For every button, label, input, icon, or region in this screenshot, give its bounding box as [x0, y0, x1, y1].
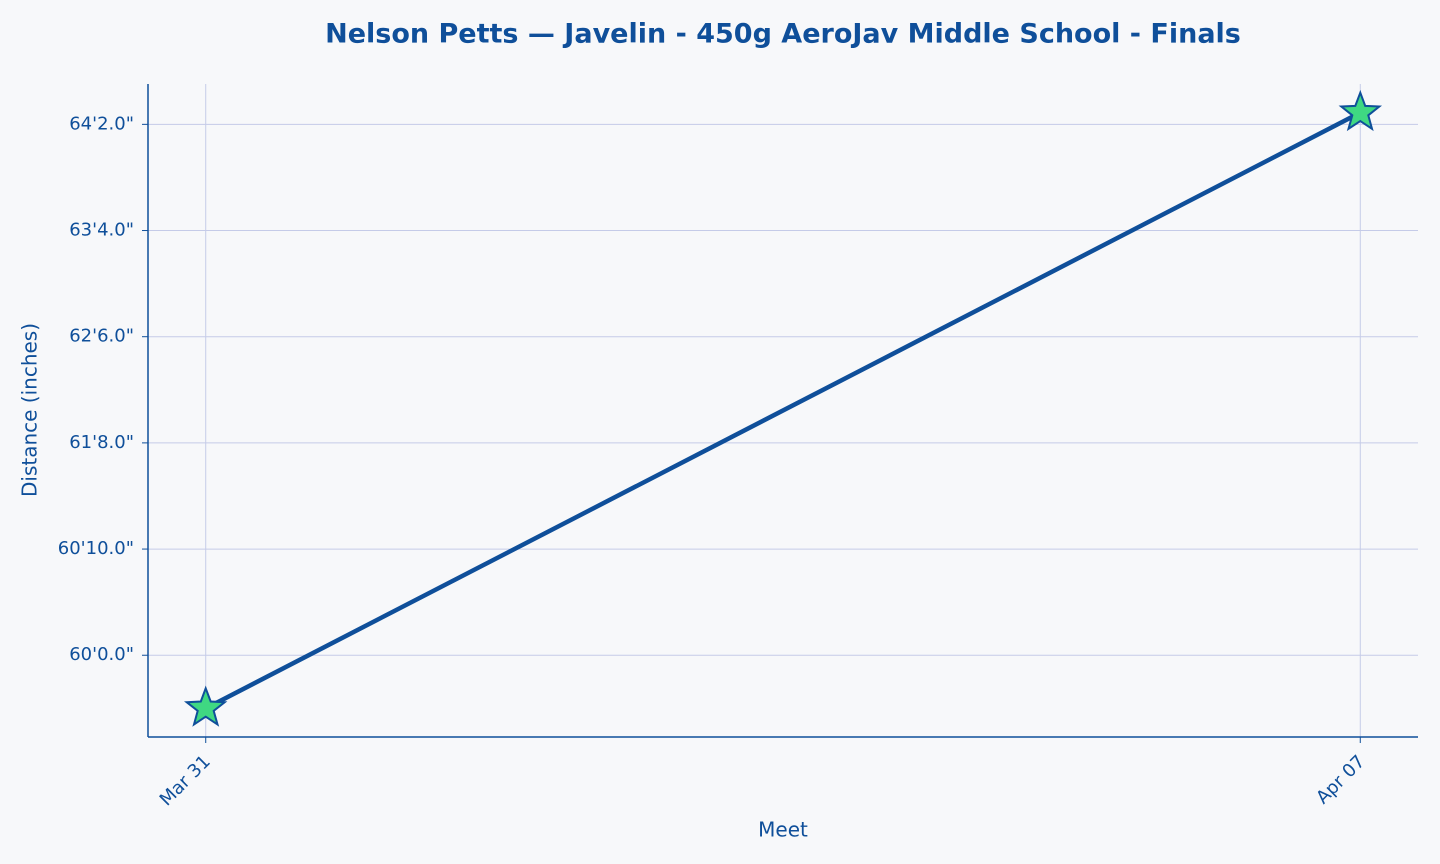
y-tick-label: 62'6.0" — [69, 326, 134, 347]
marker — [183, 685, 228, 727]
x-axis-label: Meet — [758, 818, 808, 842]
y-tick-label: 64'2.0" — [69, 113, 134, 134]
y-axis-label: Distance (inches) — [18, 323, 42, 497]
marker — [1338, 89, 1383, 132]
series-line — [204, 110, 1362, 711]
y-tick-label: 60'10.0" — [58, 538, 134, 559]
y-tick-label: 61'8.0" — [69, 432, 134, 453]
chart-title: Nelson Petts — Javelin - 450g AeroJav Mi… — [325, 19, 1241, 50]
y-tick-label: 63'4.0" — [69, 220, 134, 241]
y-tick-label: 60'0.0" — [69, 644, 134, 665]
